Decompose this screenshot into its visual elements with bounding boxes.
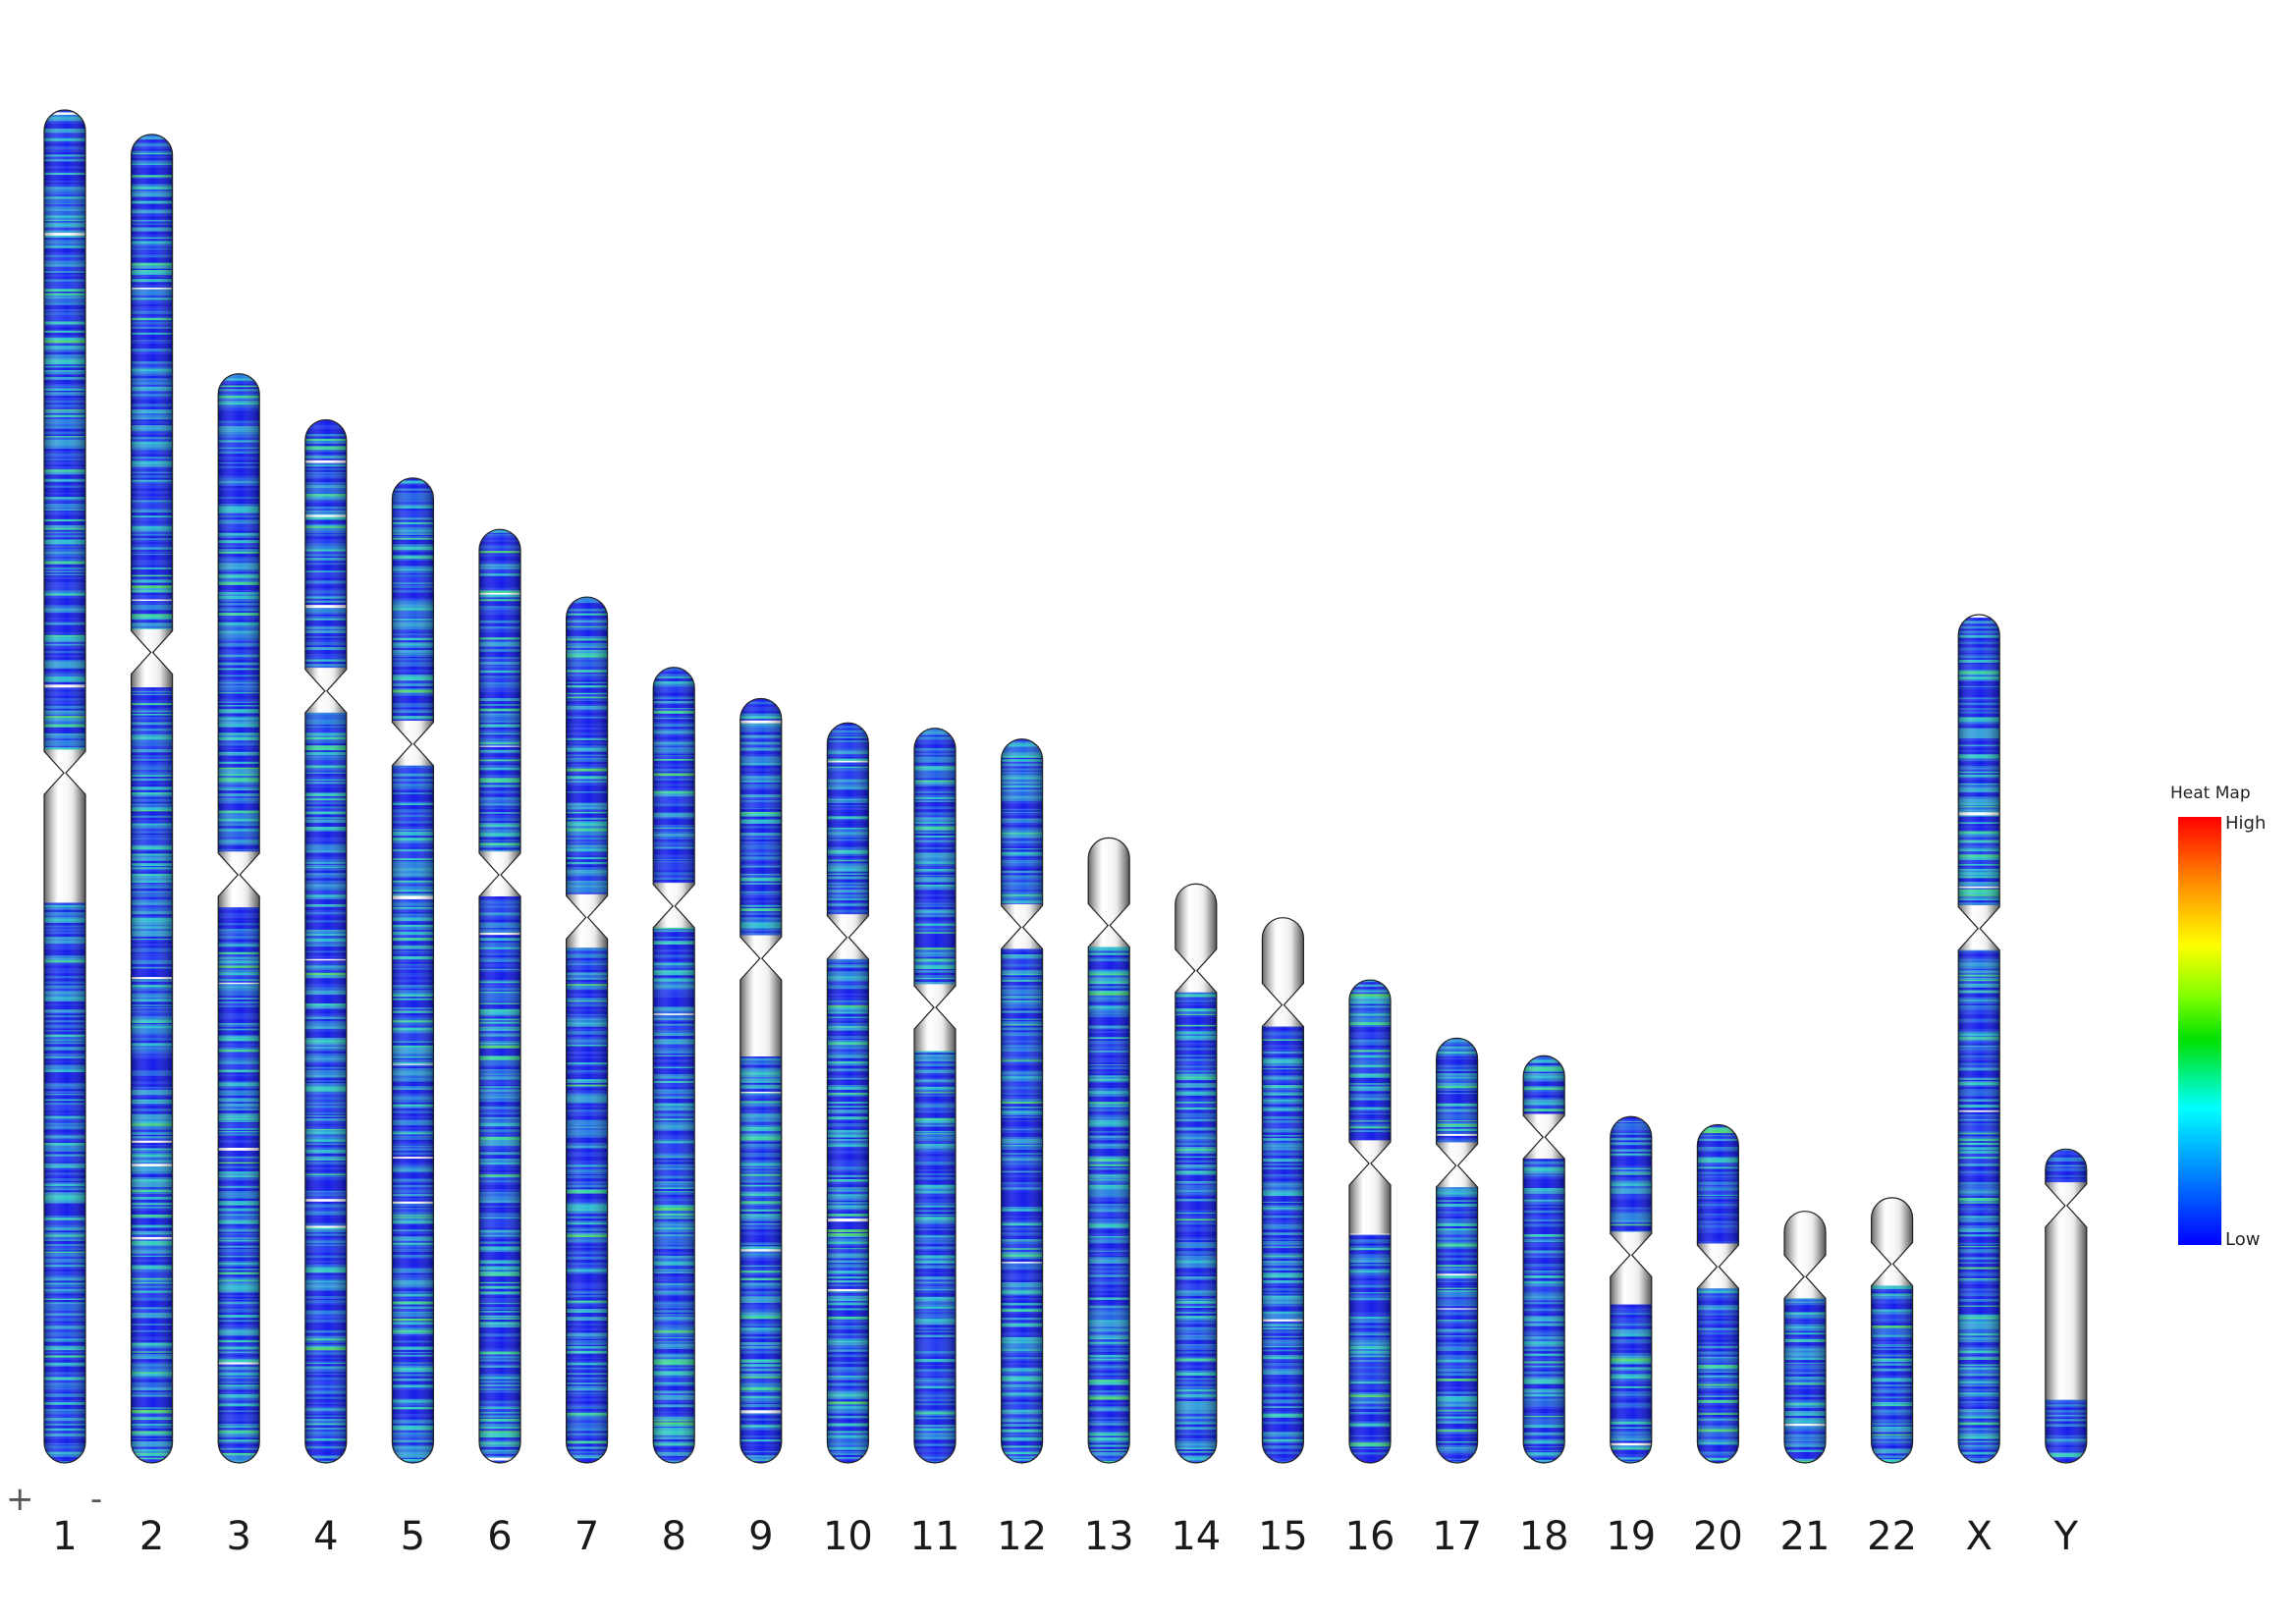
chromosome-18: 18	[1519, 1055, 1569, 1559]
chromosome-10: 10	[823, 722, 873, 1559]
chromosome-7: 7	[566, 596, 609, 1559]
chromosome-21: 21	[1780, 1211, 1831, 1559]
chromosome-label-5: 5	[401, 1514, 425, 1559]
chromosome-label-9: 9	[748, 1514, 773, 1559]
chromosome-14: 14	[1171, 883, 1221, 1559]
chromosome-label-y: Y	[2053, 1514, 2079, 1559]
chromosome-label-8: 8	[661, 1514, 685, 1559]
heat-map-color-scale	[2178, 817, 2221, 1245]
chromosome-label-12: 12	[997, 1514, 1047, 1559]
chromosome-5: 5	[391, 477, 434, 1559]
minus-strand-label: -	[90, 1480, 102, 1519]
legend-low-label: Low	[2225, 1229, 2261, 1250]
chromosome-label-x: X	[1965, 1514, 1992, 1559]
chromosome-label-21: 21	[1780, 1514, 1831, 1559]
chromosome-label-7: 7	[574, 1514, 599, 1559]
legend-high-label: High	[2225, 813, 2267, 834]
plus-strand-label: +	[6, 1480, 34, 1519]
chromosome-11: 11	[910, 728, 960, 1559]
chromosome-label-15: 15	[1258, 1514, 1308, 1559]
chromosome-label-10: 10	[823, 1514, 873, 1559]
chromosome-16: 16	[1345, 979, 1395, 1559]
chromosome-y: Y	[2045, 1148, 2088, 1559]
chromosome-label-2: 2	[139, 1514, 164, 1559]
chromosome-13: 13	[1084, 837, 1134, 1559]
chromosome-label-1: 1	[52, 1514, 77, 1559]
legend-title: Heat Map	[2170, 784, 2251, 803]
heat-map-legend: Heat Map High Low	[2170, 784, 2288, 1255]
chromosome-6: 6	[478, 528, 521, 1559]
chromosome-label-18: 18	[1519, 1514, 1569, 1559]
chromosome-12: 12	[997, 738, 1047, 1559]
chromosome-label-4: 4	[313, 1514, 338, 1559]
chromosome-label-3: 3	[226, 1514, 250, 1559]
chromosome-label-20: 20	[1693, 1514, 1743, 1559]
chromosome-label-6: 6	[487, 1514, 512, 1559]
chromosome-label-16: 16	[1345, 1514, 1395, 1559]
chromosome-group: 1 2 3 4 5 6 7 8 9 10 11 12 13 14 15 16 17 18 19 20 21 22 X Y	[43, 109, 2088, 1559]
chromosome-19: 19	[1606, 1115, 1656, 1559]
chromosome-label-17: 17	[1432, 1514, 1482, 1559]
chromosome-1: 1	[43, 109, 86, 1559]
chromosome-label-19: 19	[1606, 1514, 1656, 1559]
chromosome-x: X	[1957, 614, 2000, 1559]
chromosome-label-11: 11	[910, 1514, 960, 1559]
chromosome-20: 20	[1693, 1123, 1743, 1559]
chromosome-15: 15	[1258, 917, 1308, 1559]
chromosome-label-22: 22	[1867, 1514, 1917, 1559]
chromosome-4: 4	[304, 418, 348, 1559]
chromosome-label-13: 13	[1084, 1514, 1134, 1559]
chromosome-17: 17	[1432, 1037, 1482, 1559]
chromosome-2: 2	[131, 134, 174, 1559]
chromosome-22: 22	[1867, 1197, 1917, 1559]
chromosome-label-14: 14	[1171, 1514, 1221, 1559]
chromosome-8: 8	[652, 667, 695, 1559]
chromosome-9: 9	[739, 697, 783, 1559]
chromosome-3: 3	[217, 373, 260, 1559]
